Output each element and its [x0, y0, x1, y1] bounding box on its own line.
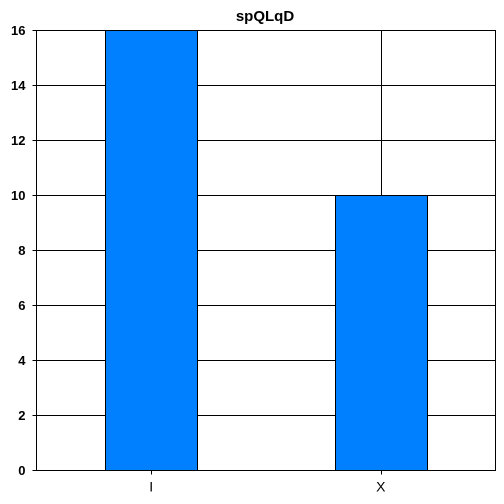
- y-tick-label: 0: [18, 463, 25, 478]
- y-axis: 0 2 4 6 8 10 12 14 16: [11, 23, 37, 478]
- x-tick-label: I: [149, 479, 153, 495]
- y-tick-label: 16: [11, 23, 25, 38]
- bars: [105, 30, 428, 471]
- y-tick-label: 4: [18, 353, 26, 368]
- plot-frame: [36, 30, 496, 471]
- y-tick-label: 8: [18, 243, 25, 258]
- bar-I: [105, 30, 198, 471]
- y-tick-label: 14: [11, 78, 26, 93]
- y-tick-label: 2: [18, 408, 25, 423]
- chart-title: spQLqD: [236, 8, 294, 25]
- y-tick-label: 12: [11, 133, 25, 148]
- x-tick-label: X: [376, 479, 386, 495]
- bar-X: [335, 195, 428, 471]
- y-tick-label: 6: [18, 298, 25, 313]
- y-tick-label: 10: [11, 188, 25, 203]
